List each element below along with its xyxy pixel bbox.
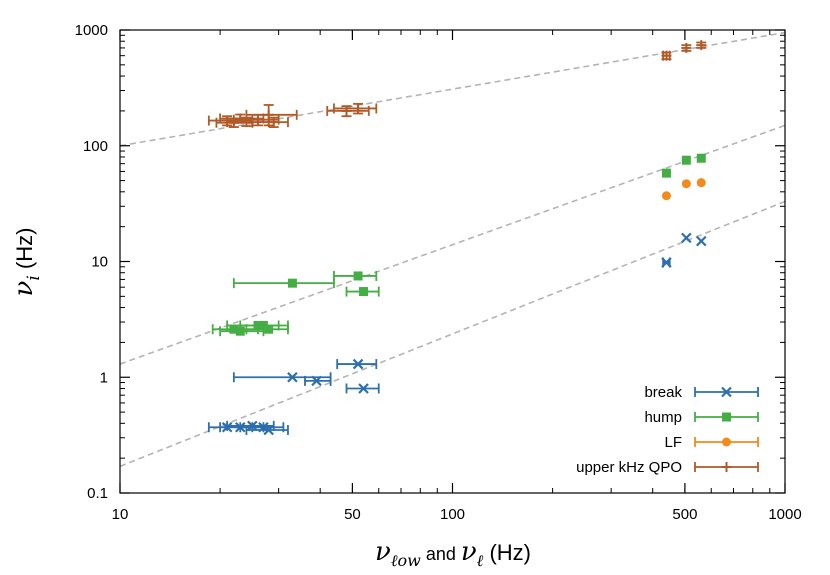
x-label-symbol-2: ν (461, 537, 477, 567)
point-break-11-marker-stroke-b (681, 232, 692, 244)
point-break-12-marker-stroke-b (695, 235, 707, 247)
legend-label-lf: LF (664, 434, 682, 451)
point-upper-khz-qpo-6-marker (263, 109, 274, 120)
series-hump (211, 153, 706, 337)
y-axis-label: νi (Hz) (9, 228, 44, 297)
x-label-symbol-1: ν (375, 537, 391, 567)
y-tick-label: 0.1 (87, 485, 108, 502)
data-points (207, 40, 707, 436)
legend: break hump LF upper kHz QPO (576, 384, 759, 476)
point-break-9-marker-stroke-b (263, 424, 274, 436)
point-break-3-marker-stroke-b (352, 358, 364, 370)
point-break-7-marker-stroke-b (247, 420, 258, 432)
legend-label-break: break (644, 384, 682, 401)
point-hump-5-marker (235, 326, 245, 336)
point-break-7-marker (247, 420, 258, 432)
point-hump-10-marker (681, 155, 691, 165)
x-label-and: and (421, 544, 461, 564)
series-upper-khz-qpo (207, 40, 707, 128)
point-hump-2-marker (353, 271, 363, 281)
legend-marker-break-stroke-b (721, 386, 732, 398)
series-lf (661, 178, 706, 201)
point-break-2-marker (311, 375, 322, 387)
y-tick-label: 100 (83, 138, 108, 155)
point-lf-1-marker (661, 191, 671, 201)
x-tick-label: 10 (112, 506, 129, 523)
point-break-11-marker (681, 232, 692, 244)
point-hump-1-marker (287, 278, 297, 288)
point-break-4-marker (358, 383, 369, 394)
x-tick-label: 50 (344, 506, 361, 523)
point-upper-khz-qpo-11-marker (681, 42, 692, 53)
point-upper-khz-qpo-7-marker (268, 117, 279, 128)
legend-label-hump: hump (644, 409, 682, 426)
point-break-12-marker (695, 235, 707, 247)
point-hump-9-marker (661, 168, 671, 178)
x-label-subscript-2: ℓ (477, 551, 484, 570)
point-hump-8-marker (264, 324, 274, 334)
x-axis-label: νℓow and νℓ (Hz) (375, 537, 531, 570)
x-label-unit: (Hz) (483, 540, 531, 565)
legend-marker-upper-khz-qpo (721, 462, 732, 472)
series-break (207, 232, 707, 436)
y-label-symbol: ν (9, 280, 39, 296)
point-break-10-marker (661, 257, 672, 268)
legend-marker-hump (722, 412, 731, 422)
point-break-9-marker (263, 424, 274, 436)
axes: 10 50 100 500 1000 0.1 1 10 100 1000 (75, 22, 802, 523)
legend-label-upper-khz-qpo: upper kHz QPO (576, 459, 682, 476)
point-break-1-marker (287, 371, 298, 383)
legend-marker-break (721, 386, 732, 398)
point-hump-3-marker (359, 287, 369, 297)
reference-lines (119, 31, 786, 468)
reference-line-1 (119, 31, 786, 147)
point-upper-khz-qpo-9-marker (353, 103, 364, 114)
x-tick-label: 500 (672, 506, 697, 523)
y-label-unit: (Hz) (12, 228, 37, 276)
x-tick-label: 1000 (768, 506, 801, 523)
point-break-3-marker (352, 358, 364, 370)
point-break-2-marker-stroke-b (311, 375, 322, 387)
point-hump-11-marker (696, 153, 706, 163)
point-break-4-marker-stroke-b (358, 383, 369, 394)
point-lf-2-marker (681, 179, 691, 189)
y-label-subscript: i (24, 275, 44, 280)
x-label-subscript-1: ℓow (391, 551, 421, 570)
point-break-10-marker-stroke-b (661, 257, 672, 268)
x-tick-label: 100 (440, 506, 465, 523)
point-break-1-marker-stroke-b (287, 371, 298, 383)
point-upper-khz-qpo-5-marker (252, 114, 263, 125)
y-tick-label: 1000 (75, 22, 108, 39)
legend-marker-lf (722, 437, 731, 447)
point-upper-khz-qpo-12-marker (696, 40, 707, 51)
point-hump-7-marker (258, 320, 268, 330)
reference-line-2 (119, 124, 786, 365)
y-tick-label: 10 (91, 254, 108, 271)
point-upper-khz-qpo-10-marker (661, 50, 672, 61)
point-lf-3-marker (696, 178, 706, 188)
point-hump-4-marker (229, 324, 239, 334)
y-tick-label: 1 (100, 369, 108, 386)
